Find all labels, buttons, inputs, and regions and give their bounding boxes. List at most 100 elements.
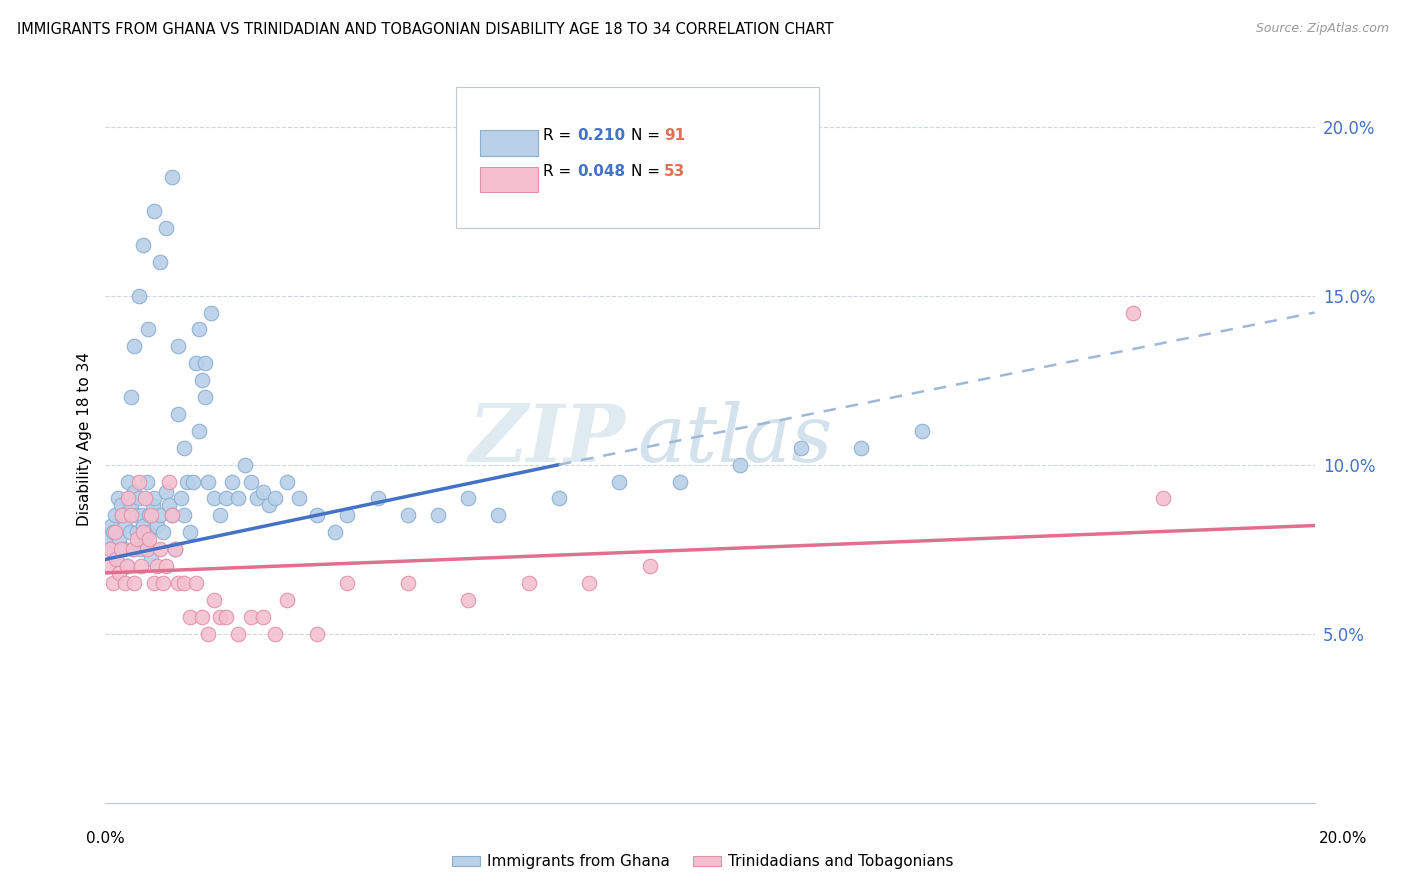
Point [100,518,122,533]
Point [366,491,388,506]
Text: atlas: atlas [637,401,832,478]
Point [200,305,222,319]
Point [115,559,138,574]
Point [457,593,479,607]
Point [146,559,169,574]
Point [578,576,600,591]
Point [252,610,274,624]
Point [101,525,124,540]
Point [209,610,232,624]
Point [138,532,160,546]
Point [181,475,204,489]
Text: 0.0%: 0.0% [86,831,125,846]
Text: 0.210: 0.210 [576,128,626,143]
Point [132,525,155,540]
Point [167,407,190,421]
Text: 20.0%: 20.0% [1319,831,1367,846]
Text: R =: R = [543,128,576,143]
Point [134,532,156,546]
Legend: Immigrants from Ghana, Trinidadians and Tobagonians: Immigrants from Ghana, Trinidadians and … [446,848,960,875]
Point [263,626,285,640]
Point [129,559,152,574]
Point [142,204,165,219]
Point [307,626,329,640]
Point [124,576,146,591]
Point [97,559,120,574]
Point [142,498,165,512]
Point [97,532,120,546]
Point [114,518,136,533]
Point [112,542,135,557]
FancyBboxPatch shape [481,130,537,156]
Point [111,508,134,523]
Point [233,458,256,472]
Point [121,542,143,557]
Point [117,475,139,489]
Point [139,552,162,566]
Point [125,525,148,540]
Point [427,508,450,523]
Point [239,610,262,624]
Point [170,491,193,506]
Point [157,475,180,489]
Point [98,542,121,557]
Point [191,373,214,387]
Point [194,356,217,370]
Y-axis label: Disability Age 18 to 34: Disability Age 18 to 34 [76,352,91,526]
Point [135,475,157,489]
Point [186,356,208,370]
Point [110,498,132,512]
Point [132,518,155,533]
Point [307,508,329,523]
Point [146,518,169,533]
Point [103,525,125,540]
Point [111,508,134,523]
Point [849,441,872,455]
Point [120,498,142,512]
Point [1122,305,1144,319]
Point [149,508,172,523]
FancyBboxPatch shape [456,87,818,228]
FancyBboxPatch shape [481,167,537,192]
Text: N =: N = [631,128,665,143]
Point [121,542,143,557]
Point [179,610,201,624]
Point [246,491,269,506]
Point [107,566,129,580]
Point [173,508,195,523]
Point [609,475,631,489]
Point [276,475,298,489]
Point [638,559,661,574]
Point [98,542,121,557]
Point [128,491,150,506]
Point [142,576,165,591]
Text: ZIP: ZIP [468,401,626,478]
Point [101,576,124,591]
Text: 53: 53 [664,164,685,179]
Point [128,475,150,489]
Point [167,339,190,353]
Point [142,491,165,506]
Point [202,593,225,607]
Point [105,552,128,566]
Point [197,626,219,640]
Point [790,441,813,455]
Point [107,532,129,546]
Point [120,508,142,523]
Text: R =: R = [543,164,576,179]
Point [114,576,136,591]
Point [149,254,172,268]
Point [124,508,148,523]
Point [136,322,159,336]
Point [139,508,162,523]
Point [215,491,238,506]
Point [160,508,183,523]
Point [911,424,934,438]
Point [124,339,146,353]
Point [228,491,250,506]
Point [125,532,148,546]
Point [221,475,243,489]
Point [191,610,214,624]
Point [129,542,152,557]
Point [163,542,186,557]
